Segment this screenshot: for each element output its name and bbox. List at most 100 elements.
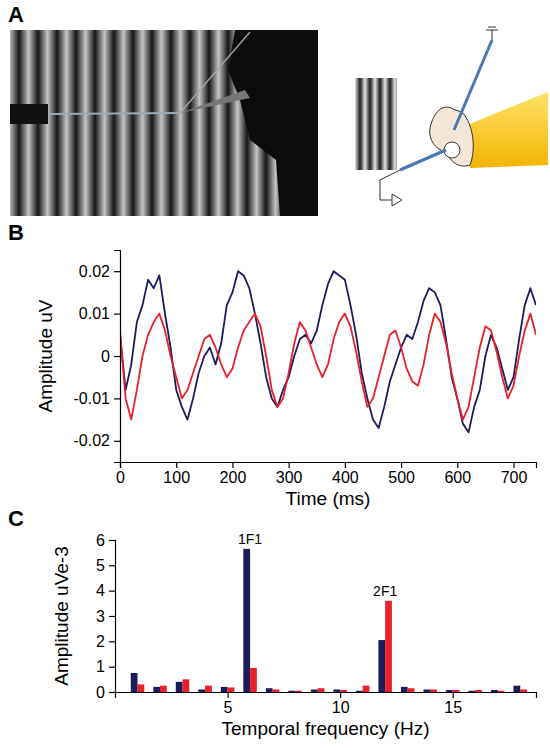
- data-line: [120, 314, 536, 420]
- tick-mark: [109, 565, 115, 566]
- tick-label: 0: [116, 469, 125, 486]
- tick-mark: [109, 692, 115, 693]
- tick-label: 0.01: [79, 305, 110, 322]
- tick-label: 5: [224, 699, 233, 716]
- bar: [468, 691, 475, 692]
- tick-label: 100: [163, 469, 190, 486]
- electrode-wire: [180, 32, 250, 113]
- tick-label: 10: [332, 699, 350, 716]
- bar: [138, 684, 145, 692]
- bar: [423, 689, 430, 692]
- tick-mark: [114, 356, 120, 357]
- chart: 0100200300400500600700-0.02-0.0100.010.0…: [35, 251, 537, 510]
- tick-mark: [176, 462, 177, 468]
- bar: [446, 690, 453, 692]
- data-line: [120, 271, 536, 432]
- tick: 15: [444, 692, 462, 716]
- tick: 0.01: [79, 305, 120, 322]
- bar: [363, 686, 370, 692]
- tick: 400: [332, 462, 359, 486]
- tick-mark: [109, 540, 115, 541]
- axis: 0 1 2 3 4 5 6: [96, 532, 115, 701]
- bar: [273, 689, 280, 692]
- chart: 510150123456Temporal frequency (Hz)Ampli…: [51, 531, 537, 739]
- tick-label: 700: [501, 469, 528, 486]
- tick-label: 15: [444, 699, 462, 716]
- tick-mark: [114, 271, 120, 272]
- panel-a-schematic: [355, 27, 548, 206]
- tick-label: 400: [332, 469, 359, 486]
- tick: 200: [220, 462, 247, 486]
- bar: [491, 690, 498, 692]
- bar: [333, 689, 340, 692]
- bar: [160, 686, 167, 692]
- panel-letter: C: [8, 506, 24, 531]
- bar: [340, 690, 347, 692]
- bar: [311, 689, 318, 692]
- tick-label: 6: [96, 532, 105, 549]
- tick-label: 500: [388, 469, 415, 486]
- bar: [295, 691, 302, 692]
- tick: 300: [276, 462, 303, 486]
- schematic-amp: [380, 170, 402, 206]
- bar: [453, 690, 460, 692]
- tick: -0.01: [74, 390, 120, 407]
- tick: 100: [163, 462, 190, 486]
- tick: 1: [96, 658, 115, 675]
- schematic-electrode: [454, 40, 492, 130]
- tick-mark: [401, 462, 402, 468]
- schematic-ground: [486, 27, 498, 40]
- tick-label: 5: [96, 557, 105, 574]
- tick: 0: [116, 462, 125, 486]
- tick-label: 2: [96, 633, 105, 650]
- photo-shade: [10, 30, 318, 216]
- panel-letter: B: [8, 220, 24, 245]
- y-axis-title: Amplitude uVe-3: [51, 546, 72, 685]
- annotation: 2F1: [373, 583, 397, 599]
- tick: 5: [224, 692, 233, 716]
- tick: 0.02: [79, 263, 120, 280]
- axis: 5 10 15: [116, 692, 537, 716]
- tick-mark: [114, 398, 120, 399]
- tick-mark: [232, 462, 233, 468]
- tick-label: 600: [444, 469, 471, 486]
- plot-area: [120, 271, 536, 432]
- bar: [520, 689, 527, 692]
- tick-label: 300: [276, 469, 303, 486]
- tick: 500: [388, 462, 415, 486]
- photo-background: [10, 30, 318, 216]
- electrode-wire: [48, 113, 180, 114]
- tick-label: 0.02: [79, 263, 110, 280]
- tick: 2: [96, 633, 115, 650]
- tick-mark: [114, 314, 120, 315]
- y-axis-title: Amplitude uV: [35, 299, 56, 412]
- panel-letter: A: [8, 2, 24, 27]
- bar: [430, 689, 437, 692]
- axis-line: [109, 541, 116, 693]
- tick: 3: [96, 608, 115, 625]
- tick-mark: [457, 462, 458, 468]
- bar: [513, 686, 520, 692]
- axis-line: [114, 251, 121, 463]
- tick-mark: [109, 667, 115, 668]
- tick-mark: [289, 462, 290, 468]
- bar: [475, 690, 482, 692]
- tick-label: 4: [96, 582, 105, 599]
- schematic-body: [460, 92, 548, 168]
- tick-mark: [340, 692, 341, 698]
- bar: [221, 687, 228, 692]
- tick: 0: [101, 348, 120, 365]
- plot-area: [131, 549, 527, 692]
- axis: 0 100 200 300 400 500 600 700: [116, 462, 536, 486]
- figure: ABC0100200300400500600700-0.02-0.0100.01…: [0, 0, 550, 750]
- tick-mark: [453, 692, 454, 698]
- electrode-holder: [10, 104, 48, 124]
- bar: [153, 687, 160, 692]
- schematic-eye: [444, 142, 460, 158]
- tick: 0: [96, 684, 115, 701]
- bar: [228, 687, 235, 692]
- tick-label: 1: [96, 658, 105, 675]
- x-axis-title: Time (ms): [286, 488, 371, 509]
- schematic-head: [430, 107, 474, 166]
- axis-line: [116, 693, 537, 699]
